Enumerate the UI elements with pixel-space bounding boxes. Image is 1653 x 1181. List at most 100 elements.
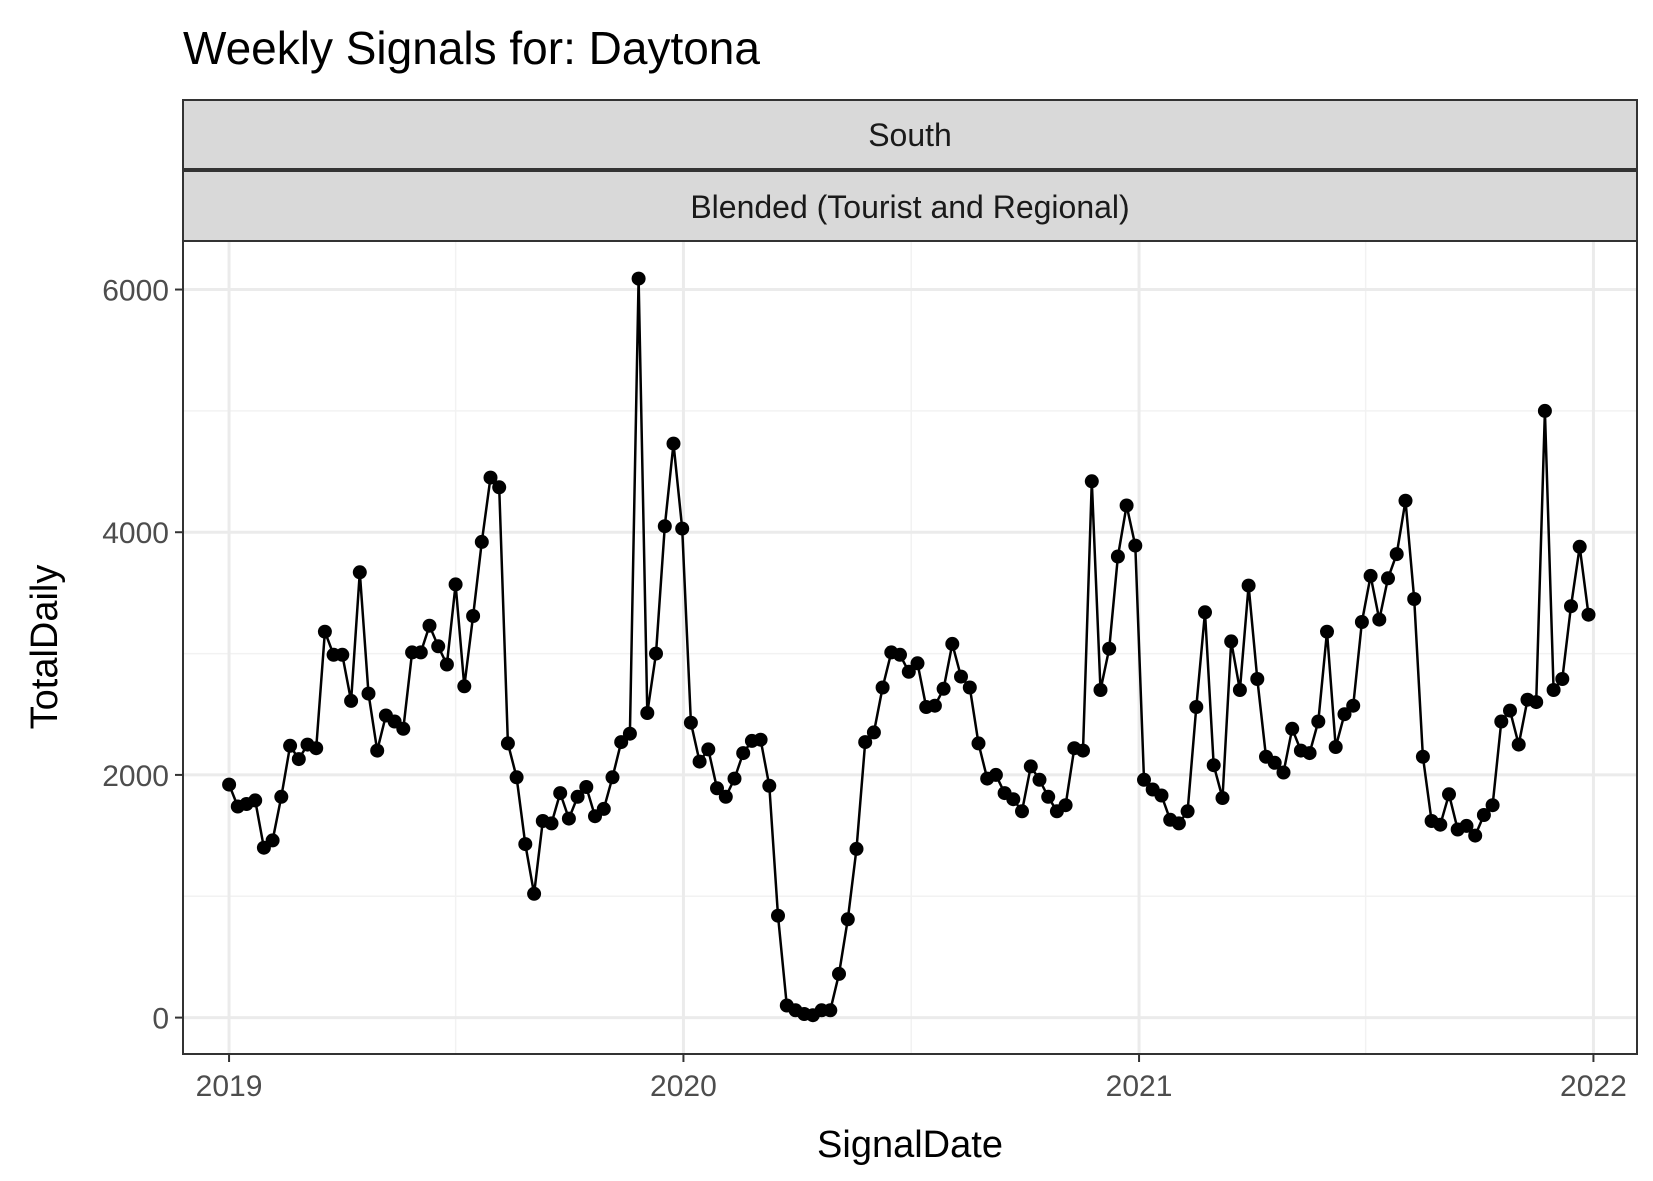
facet-strip-1 xyxy=(182,99,1638,170)
data-point xyxy=(352,565,367,580)
x-axis-title: SignalDate xyxy=(817,1124,1003,1166)
chart-title: Weekly Signals for: Daytona xyxy=(183,22,760,74)
data-point xyxy=(570,789,585,804)
x-tick-label: 2019 xyxy=(196,1070,263,1103)
data-point xyxy=(727,771,742,786)
data-point xyxy=(910,656,925,671)
data-point xyxy=(1328,740,1343,754)
data-point xyxy=(1093,683,1108,697)
data-point xyxy=(823,1003,838,1018)
data-point xyxy=(527,886,542,901)
data-point xyxy=(1564,599,1578,614)
y-tick-label: 4000 xyxy=(102,517,169,550)
data-point xyxy=(1337,707,1352,722)
series-layer xyxy=(222,271,1596,1023)
data-point xyxy=(1311,714,1326,729)
data-point xyxy=(858,735,873,750)
x-axis: 2019 2020 2021 2022 xyxy=(196,1054,1627,1103)
data-point xyxy=(1511,737,1526,752)
data-point xyxy=(1415,749,1430,764)
x-tick-label: 2020 xyxy=(650,1070,717,1103)
plot-panel xyxy=(183,241,1637,1054)
data-point xyxy=(439,657,454,672)
data-point xyxy=(492,480,507,495)
data-point xyxy=(753,732,768,747)
data-point xyxy=(1459,818,1474,833)
data-point xyxy=(832,966,846,981)
data-point xyxy=(561,811,576,826)
data-point xyxy=(1285,721,1300,736)
data-point xyxy=(1354,615,1369,629)
data-point xyxy=(631,271,646,286)
data-point xyxy=(849,841,864,856)
data-point xyxy=(840,912,855,927)
data-point xyxy=(509,770,524,785)
data-point xyxy=(457,679,472,694)
data-point xyxy=(683,715,698,730)
y-axis-title: TotalDaily xyxy=(24,565,66,730)
data-point xyxy=(1363,568,1378,583)
data-point xyxy=(701,742,716,757)
data-point xyxy=(936,681,951,696)
facet-strip-1-label: South xyxy=(868,117,952,153)
data-point xyxy=(1015,804,1029,819)
data-point xyxy=(361,686,376,701)
data-point xyxy=(657,519,672,534)
grid-major xyxy=(183,241,1637,1054)
data-point xyxy=(614,735,629,750)
data-point xyxy=(1555,672,1570,686)
data-point xyxy=(1180,804,1195,819)
data-point xyxy=(718,789,733,804)
data-point xyxy=(1581,607,1596,622)
data-point xyxy=(1119,498,1134,513)
data-point xyxy=(1154,788,1169,803)
data-point xyxy=(335,647,350,662)
data-point xyxy=(1398,493,1413,508)
data-point xyxy=(283,738,298,753)
data-point xyxy=(893,647,907,662)
data-point xyxy=(413,645,428,660)
data-point xyxy=(1433,817,1448,832)
data-point xyxy=(1572,539,1587,554)
y-tick-label: 6000 xyxy=(102,275,169,308)
data-point xyxy=(1137,772,1151,787)
data-point xyxy=(291,752,306,767)
data-point xyxy=(666,436,681,451)
data-point xyxy=(1346,698,1361,713)
data-point xyxy=(596,801,611,816)
data-point xyxy=(265,833,280,848)
data-point xyxy=(1494,714,1509,729)
data-point xyxy=(1468,828,1483,843)
data-point xyxy=(762,778,777,793)
data-point xyxy=(248,793,263,808)
data-point xyxy=(1381,571,1395,586)
data-point xyxy=(605,770,620,785)
data-point xyxy=(866,725,881,740)
data-point xyxy=(1485,798,1500,813)
data-point xyxy=(1276,765,1291,780)
y-tick-label: 2000 xyxy=(102,760,169,793)
data-point xyxy=(1076,743,1090,758)
data-point xyxy=(1302,746,1317,761)
data-point xyxy=(675,521,690,536)
data-point xyxy=(1058,798,1073,813)
data-point xyxy=(553,786,568,801)
x-tick-label: 2021 xyxy=(1106,1070,1173,1103)
facet-strip-2 xyxy=(182,170,1638,242)
data-point xyxy=(771,908,785,923)
data-point xyxy=(544,816,559,831)
data-point xyxy=(622,726,637,741)
data-point xyxy=(710,781,724,796)
data-point xyxy=(422,618,437,633)
data-point xyxy=(1084,474,1099,489)
data-point xyxy=(579,780,594,794)
data-point xyxy=(971,736,986,751)
data-point xyxy=(1198,605,1212,620)
data-point xyxy=(1476,808,1491,822)
data-point xyxy=(274,789,289,804)
y-tick-label: 0 xyxy=(152,1003,169,1036)
data-point xyxy=(1372,612,1387,627)
data-point xyxy=(370,743,385,758)
data-point xyxy=(1267,755,1282,770)
data-point xyxy=(1250,672,1265,686)
